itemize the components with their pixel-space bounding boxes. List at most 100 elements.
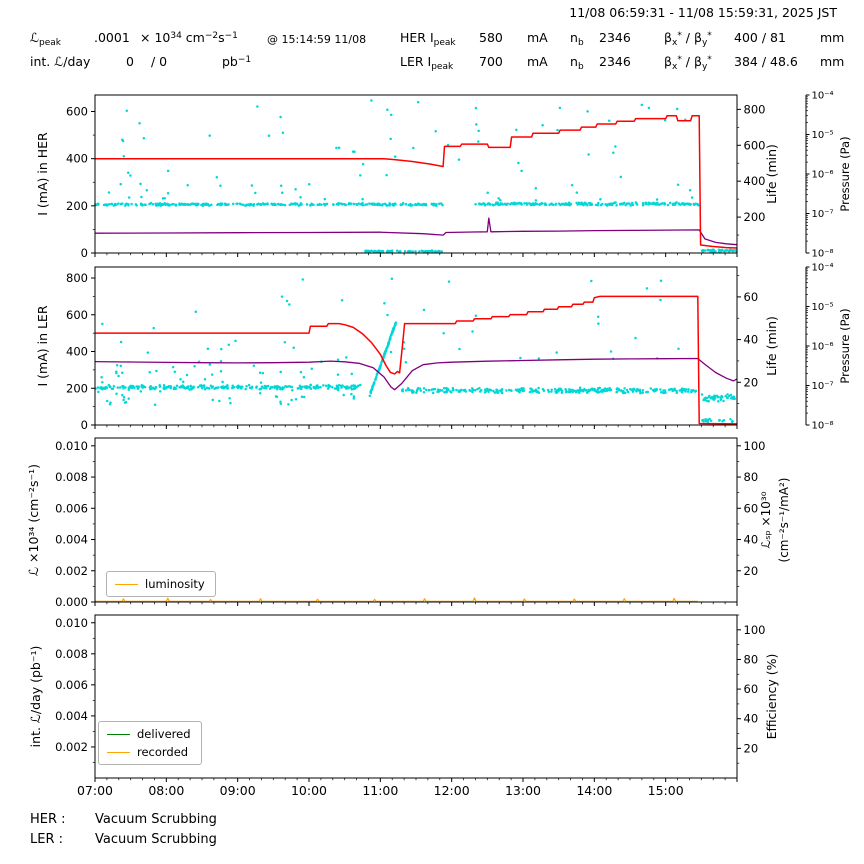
svg-text:10⁻⁸: 10⁻⁸ xyxy=(812,421,834,432)
chart-panel-ler: 0 200 400 600 800 20 40 60 I (mA) in LER Life (mi… xyxy=(35,263,852,433)
svg-text:10⁻⁶: 10⁻⁶ xyxy=(812,342,834,353)
svg-text:14:00: 14:00 xyxy=(576,783,612,798)
lpeak-timestamp: @ 15:14:59 11/08 xyxy=(267,33,367,46)
lpeak-unit: × 1034 cm−2s−1 xyxy=(140,30,238,45)
her-ipeak-label: HER Ipeak xyxy=(400,30,456,48)
svg-text:200: 200 xyxy=(744,210,766,224)
svg-text:400: 400 xyxy=(66,345,88,359)
scatter-ler-lifetime-band-b xyxy=(400,386,698,395)
svg-text:0.008: 0.008 xyxy=(55,470,88,484)
luminosity-legend-label: luminosity xyxy=(145,577,205,591)
legend-luminosity: luminosity xyxy=(106,571,216,597)
series-her-pressure-trace xyxy=(94,217,738,246)
svg-text:15:00: 15:00 xyxy=(648,783,684,798)
svg-text:20: 20 xyxy=(744,564,759,578)
svg-text:20: 20 xyxy=(744,375,759,389)
svg-text:ℒ ×10³⁴ (cm⁻²s⁻¹): ℒ ×10³⁴ (cm⁻²s⁻¹) xyxy=(26,464,41,576)
her-status-value: Vacuum Scrubbing xyxy=(95,812,217,827)
scatter-ler-lifetime-extra-a xyxy=(97,363,356,406)
svg-text:13:00: 13:00 xyxy=(505,783,541,798)
legend-integrated-lum: delivered recorded xyxy=(98,721,202,765)
scatter-ler-lifetime-band-a xyxy=(94,383,362,392)
svg-text:0.006: 0.006 xyxy=(55,678,88,692)
her-beta-value: 400 / 81 xyxy=(734,30,786,45)
ler-status-value: Vacuum Scrubbing xyxy=(95,832,217,847)
series-her-beam-current xyxy=(95,115,738,249)
scatter-ler-end-cluster xyxy=(700,393,736,403)
svg-text:800: 800 xyxy=(744,102,766,116)
svg-text:10⁻⁴: 10⁻⁴ xyxy=(812,263,834,274)
recorded-legend-label: recorded xyxy=(137,745,189,759)
ler-ipeak-value: 700 xyxy=(479,54,503,69)
chart-panel-her: 0 200 400 600 200 400 600 800 I (mA) in HER Life … xyxy=(35,91,852,261)
svg-text:10⁻⁷: 10⁻⁷ xyxy=(812,381,834,392)
svg-text:Life (min): Life (min) xyxy=(764,316,779,376)
svg-text:Efficiency (%): Efficiency (%) xyxy=(764,654,779,740)
chart-panel-intl: 07:00 08:00 09:00 10:00 11:00 12:00 13:00 14:00… xyxy=(28,614,779,798)
lpeak-label: ℒpeak xyxy=(30,30,61,48)
scatter-her-lifetime-outliers xyxy=(107,99,694,202)
series-luminosity-trace xyxy=(95,597,698,603)
svg-text:0.000: 0.000 xyxy=(55,595,88,609)
svg-text:10⁻⁸: 10⁻⁸ xyxy=(812,249,834,260)
svg-text:600: 600 xyxy=(744,138,766,152)
svg-text:09:00: 09:00 xyxy=(220,783,256,798)
svg-text:08:00: 08:00 xyxy=(148,783,184,798)
scatter-her-injection-lifetime-low xyxy=(364,249,443,253)
svg-text:0.010: 0.010 xyxy=(55,616,88,630)
svg-text:12:00: 12:00 xyxy=(434,783,470,798)
svg-text:100: 100 xyxy=(744,623,766,637)
svg-text:0: 0 xyxy=(81,418,88,432)
svg-text:60: 60 xyxy=(744,501,759,515)
scatter-ler-end-low xyxy=(701,417,734,424)
her-nb-label: nb xyxy=(570,30,584,48)
ler-ipeak-label: LER Ipeak xyxy=(400,54,454,72)
svg-text:10⁻⁵: 10⁻⁵ xyxy=(812,302,834,313)
delivered-legend-label: delivered xyxy=(137,727,191,741)
series-ler-beam-current xyxy=(95,295,738,425)
delivered-line-swatch xyxy=(107,733,130,735)
ler-status-label: LER : xyxy=(30,832,64,847)
intl-label: int. ℒ/day xyxy=(30,54,91,69)
intl-unit: pb−1 xyxy=(222,54,252,69)
scatter-her-lifetime-band-a xyxy=(94,201,444,207)
ler-beta-label: βx* / βy* xyxy=(664,54,712,72)
legend-entry-delivered: delivered xyxy=(107,725,191,743)
svg-text:100: 100 xyxy=(744,439,766,453)
intl-value: 0 xyxy=(126,54,134,69)
scatter-ler-injection-streak xyxy=(368,321,398,398)
svg-text:0.006: 0.006 xyxy=(55,501,88,515)
svg-text:I (mA) in LER: I (mA) in LER xyxy=(35,305,50,386)
legend-entry-luminosity: luminosity xyxy=(115,575,205,593)
svg-text:80: 80 xyxy=(744,652,759,666)
svg-text:Life (min): Life (min) xyxy=(764,144,779,204)
scatter-her-lifetime-band-b xyxy=(474,201,700,207)
svg-text:60: 60 xyxy=(744,682,759,696)
svg-text:400: 400 xyxy=(66,152,88,166)
svg-text:40: 40 xyxy=(744,712,759,726)
svg-text:0.004: 0.004 xyxy=(55,709,88,723)
intl-slash: / 0 xyxy=(151,54,168,69)
chart-panel-lum: 0.000 0.002 0.004 0.006 0.008 0.010 20 40 60 80 10… xyxy=(26,437,791,609)
svg-text:40: 40 xyxy=(744,533,759,547)
her-nb-value: 2346 xyxy=(599,30,631,45)
svg-text:10⁻⁷: 10⁻⁷ xyxy=(812,209,834,220)
lpeak-value: .0001 xyxy=(94,30,130,45)
svg-text:0.004: 0.004 xyxy=(55,533,88,547)
svg-text:07:00: 07:00 xyxy=(77,783,113,798)
her-ipeak-unit: mA xyxy=(527,30,548,45)
svg-text:10⁻⁵: 10⁻⁵ xyxy=(812,130,834,141)
svg-text:Pressure (Pa): Pressure (Pa) xyxy=(838,308,852,383)
ler-ipeak-unit: mA xyxy=(527,54,548,69)
svg-text:0.002: 0.002 xyxy=(55,564,88,578)
svg-text:10⁻⁴: 10⁻⁴ xyxy=(812,91,834,102)
svg-text:200: 200 xyxy=(66,199,88,213)
svg-text:0: 0 xyxy=(81,246,88,260)
scatter-ler-high-outliers xyxy=(101,277,680,364)
svg-text:0.008: 0.008 xyxy=(55,647,88,661)
svg-text:800: 800 xyxy=(66,271,88,285)
scatter-her-post-abort-low xyxy=(700,248,738,253)
svg-text:40: 40 xyxy=(744,333,759,347)
